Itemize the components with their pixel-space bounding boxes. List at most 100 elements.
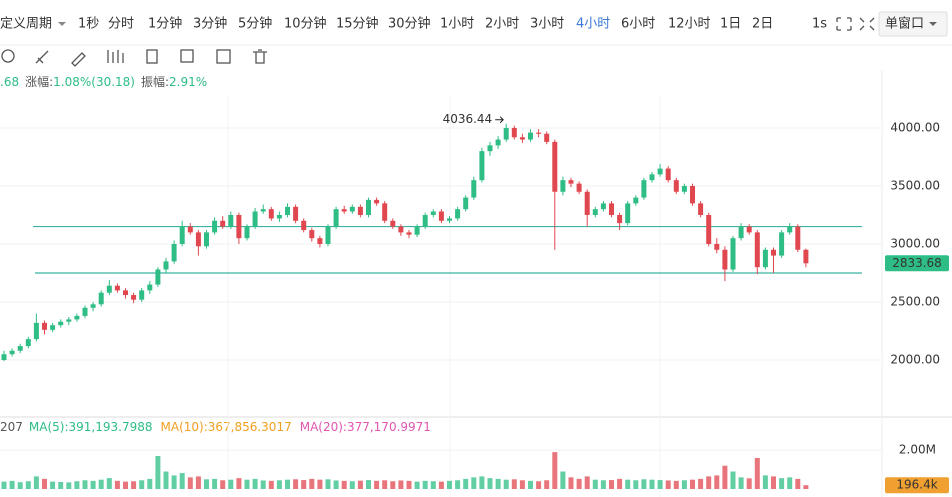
volume-bar xyxy=(673,480,679,489)
tool-icon[interactable] xyxy=(180,49,194,63)
volume-bar xyxy=(463,478,469,489)
shrink-icon[interactable] xyxy=(859,17,875,31)
candle-body xyxy=(341,209,347,212)
candle-body xyxy=(600,203,606,210)
volume-bar xyxy=(438,481,444,489)
change-value: 1.08%(30.18) xyxy=(53,75,135,89)
volume-bar xyxy=(390,481,396,489)
candle-body xyxy=(609,203,614,215)
candle-body xyxy=(131,295,137,300)
volume-bar xyxy=(576,478,582,489)
tool-icon[interactable] xyxy=(35,50,49,64)
interval-option[interactable]: 3小时 xyxy=(530,17,564,32)
candle-body xyxy=(212,220,218,233)
candle-body xyxy=(576,183,582,192)
interval-option[interactable]: 10分钟 xyxy=(284,16,327,32)
candle-body xyxy=(519,137,525,140)
candle-body xyxy=(74,315,80,320)
candle-body xyxy=(139,290,145,300)
volume-bar xyxy=(252,478,258,489)
candle-body xyxy=(746,226,752,233)
volume-bar xyxy=(9,480,15,489)
interval-option[interactable]: 1分钟 xyxy=(148,16,182,32)
amplitude-value: 2.91% xyxy=(169,75,207,89)
candle-body xyxy=(366,199,371,215)
candle-body xyxy=(455,209,461,219)
volume-bar xyxy=(82,480,88,489)
candle-body xyxy=(42,322,47,330)
volume-bar xyxy=(447,480,452,489)
interval-option[interactable]: 1日 xyxy=(720,17,741,32)
interval-option[interactable]: 1小时 xyxy=(440,17,474,32)
volume-bar xyxy=(106,478,112,489)
interval-option[interactable]: 分时 xyxy=(108,17,134,32)
volume-bar xyxy=(698,478,704,489)
y-tick-label: 2000.00 xyxy=(890,353,940,367)
change-label: 涨幅: xyxy=(25,74,53,89)
refresh-rate[interactable]: 1s xyxy=(812,17,827,32)
candle-body xyxy=(374,199,380,204)
volume-bar xyxy=(285,479,290,489)
interval-option[interactable]: 6小时 xyxy=(621,17,655,32)
interval-option[interactable]: 15分钟 xyxy=(336,16,379,32)
candle-body xyxy=(560,180,566,192)
fullscreen-icon[interactable] xyxy=(836,17,852,31)
candle-body xyxy=(552,141,558,192)
volume-bar xyxy=(50,481,56,489)
last-price-tag xyxy=(885,255,949,272)
volume-bar xyxy=(171,475,177,489)
volume-bar xyxy=(260,480,266,489)
volume-bar xyxy=(771,476,776,489)
volume-bar xyxy=(398,480,404,489)
volume-bar xyxy=(633,480,639,489)
volume-bar xyxy=(681,480,687,489)
max-price-label: 4036.44 xyxy=(443,112,493,126)
candle-body xyxy=(171,243,177,262)
delete-icon[interactable] xyxy=(253,49,267,64)
window-mode[interactable]: 单窗口 xyxy=(885,16,924,32)
interval-option[interactable]: 1秒 xyxy=(78,17,99,32)
tool-icon[interactable] xyxy=(71,52,86,67)
volume-bar xyxy=(195,476,201,489)
volume-bar xyxy=(220,480,226,489)
interval-option[interactable]: 4小时 xyxy=(576,17,610,32)
candle-body xyxy=(390,220,396,227)
interval-option[interactable]: 2小时 xyxy=(485,17,519,32)
volume-bar xyxy=(58,482,64,489)
candle-body xyxy=(414,226,420,235)
tool-icon[interactable] xyxy=(1,49,15,63)
volume-bar xyxy=(649,479,655,489)
candle-body xyxy=(187,226,193,233)
volume-bar xyxy=(212,478,218,489)
volume-bar xyxy=(42,478,47,489)
interval-option[interactable]: 5分钟 xyxy=(238,16,272,32)
candle-body xyxy=(503,127,509,140)
interval-option[interactable]: 12小时 xyxy=(668,17,711,32)
candle-body xyxy=(584,191,590,215)
interval-option[interactable]: 2日 xyxy=(752,17,773,32)
volume-tick-label: 2.00M xyxy=(899,443,936,457)
volume-bar xyxy=(114,480,120,489)
ma10: MA(10):367,856.3017 xyxy=(161,420,292,434)
volume-bar xyxy=(204,479,209,489)
window-button[interactable] xyxy=(878,11,948,37)
volume-bar xyxy=(374,480,380,489)
tool-icon[interactable] xyxy=(146,49,158,64)
candle-body xyxy=(633,197,639,204)
volume-bar xyxy=(471,477,477,489)
interval-option[interactable]: 3分钟 xyxy=(193,16,227,32)
candle-body xyxy=(698,203,704,215)
candle-body xyxy=(179,226,185,244)
candle-body xyxy=(738,226,744,239)
tool-icon[interactable] xyxy=(107,50,124,63)
period-menu[interactable]: 定义周期 xyxy=(0,17,52,32)
volume-info: 207 MA(5):391,193.7988 MA(10):367,856.3017… xyxy=(0,420,431,434)
volume-bar xyxy=(487,478,493,489)
interval-option[interactable]: 30分钟 xyxy=(388,16,431,32)
volume-bar xyxy=(187,477,193,489)
dropdown-arrow xyxy=(58,22,66,26)
candle-body xyxy=(511,127,517,138)
tool-icon[interactable] xyxy=(216,49,231,64)
volume-bar xyxy=(349,481,355,489)
